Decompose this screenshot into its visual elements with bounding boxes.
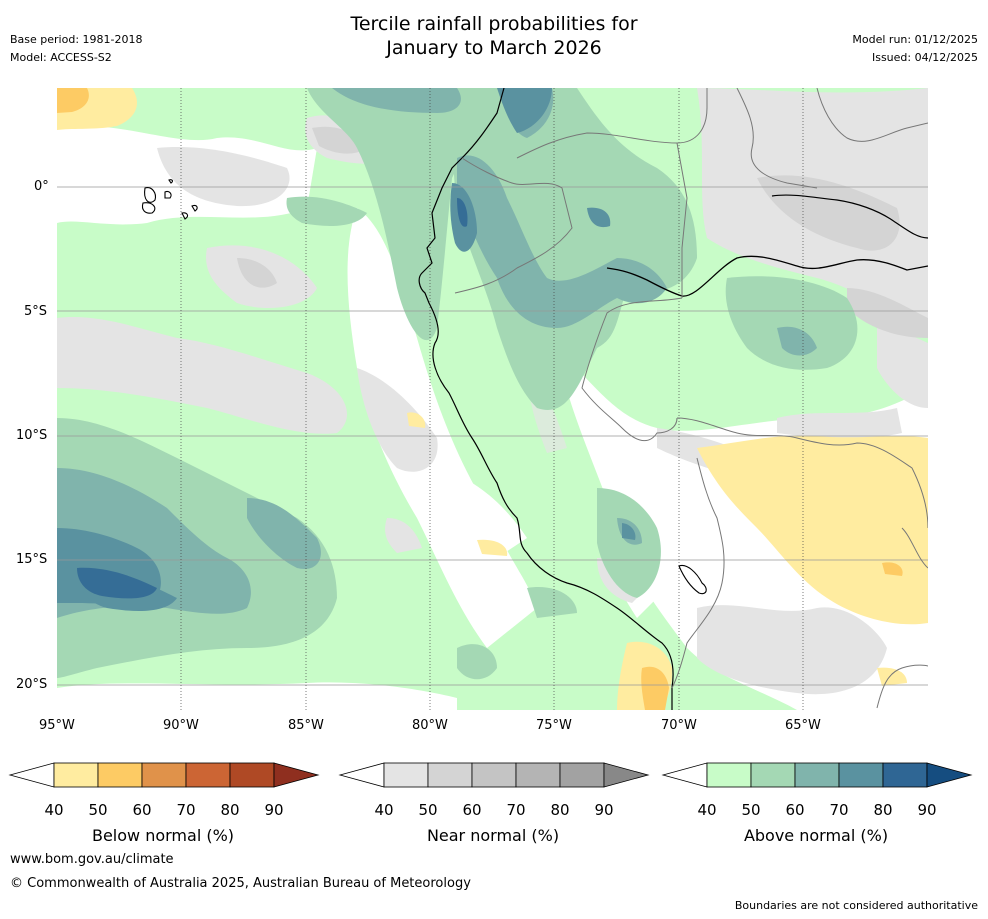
copyright-notice: © Commonwealth of Australia 2025, Austra… — [10, 876, 471, 891]
colorbar-tick-label: 70 — [176, 801, 196, 819]
colorbar-swatch — [838, 762, 884, 788]
lat-label-15s: 15°S — [16, 552, 48, 567]
lat-label-0: 0° — [34, 179, 49, 194]
colorbar-swatch — [794, 762, 840, 788]
colorbar-swatch — [229, 762, 275, 788]
colorbar-above-normal — [661, 762, 973, 788]
colorbar-min-triangle — [8, 762, 55, 788]
colorbar-below-label: Below normal (%) — [91, 826, 235, 845]
colorbar-tick-label: 40 — [697, 801, 717, 819]
colorbar-tick-label: 90 — [594, 801, 614, 819]
colorbar-min-triangle — [338, 762, 385, 788]
colorbar-tick-label: 50 — [418, 801, 438, 819]
colorbar-swatch — [882, 762, 928, 788]
model-run: Model run: 01/12/2025 — [852, 33, 978, 46]
colorbar-swatch — [750, 762, 796, 788]
colorbar-tick-label: 50 — [88, 801, 108, 819]
colorbar-swatch — [559, 762, 605, 788]
lon-label-95w: 95°W — [39, 718, 75, 733]
colorbar-above-label: Above normal (%) — [743, 826, 889, 845]
model-name: Model: ACCESS-S2 — [10, 51, 112, 64]
issued-date: Issued: 04/12/2025 — [871, 51, 978, 64]
colorbar-tick-label: 50 — [741, 801, 761, 819]
meta-right: Model run: 01/12/2025 Issued: 04/12/2025 — [852, 31, 978, 67]
lon-label-85w: 85°W — [288, 718, 324, 733]
above-normal-50 — [57, 88, 858, 680]
meta-left: Base period: 1981-2018 Model: ACCESS-S2 — [10, 31, 142, 67]
colorbar-tick-label: 80 — [873, 801, 893, 819]
colorbar-tick-label: 90 — [264, 801, 284, 819]
colorbar-swatch — [471, 762, 517, 788]
colorbar-below-normal — [8, 762, 320, 788]
colorbar-tick-label: 90 — [917, 801, 937, 819]
colorbar-near-normal — [338, 762, 650, 788]
lon-label-65w: 65°W — [785, 718, 821, 733]
title-line-1: Tercile rainfall probabilities for — [350, 13, 638, 35]
colorbar-tick-label: 60 — [785, 801, 805, 819]
colorbar-swatch — [515, 762, 561, 788]
colorbar-swatch — [185, 762, 231, 788]
colorbar-swatch — [427, 762, 473, 788]
lon-label-75w: 75°W — [536, 718, 572, 733]
colorbars-svg — [8, 762, 973, 788]
coastline — [418, 88, 674, 710]
lake-titicaca — [678, 564, 707, 595]
colorbar-swatch — [53, 762, 99, 788]
colorbar-swatch — [97, 762, 143, 788]
above-normal-80 — [77, 198, 468, 599]
near-normal-50 — [237, 126, 928, 338]
title-line-2: January to March 2026 — [386, 37, 602, 59]
rio-negro — [771, 194, 928, 239]
colorbar-tick-label: 80 — [550, 801, 570, 819]
lon-label-80w: 80°W — [412, 718, 448, 733]
colorbar-min-triangle — [661, 762, 708, 788]
disclaimer: Boundaries are not considered authoritat… — [734, 899, 978, 912]
colorbar-tick-label: 40 — [374, 801, 394, 819]
colorbar-swatch — [141, 762, 187, 788]
colorbar-tick-label: 70 — [829, 801, 849, 819]
website-link[interactable]: www.bom.gov.au/climate — [10, 852, 174, 867]
colorbar-tick-label: 70 — [506, 801, 526, 819]
colorbar-tick-label: 40 — [44, 801, 64, 819]
colorbar-max-triangle — [273, 762, 320, 788]
base-period: Base period: 1981-2018 — [10, 33, 143, 46]
colorbar-swatch — [383, 762, 429, 788]
colorbar-swatch — [706, 762, 752, 788]
colorbar-tick-label: 60 — [462, 801, 482, 819]
colorbar-near-label: Near normal (%) — [426, 826, 560, 845]
below-normal-regions — [57, 88, 928, 710]
lat-label-5s: 5°S — [24, 304, 48, 319]
lon-label-90w: 90°W — [163, 718, 199, 733]
colorbar-tick-label: 60 — [132, 801, 152, 819]
lat-label-10s: 10°S — [16, 428, 48, 443]
country-borders — [454, 88, 928, 709]
amazon-river — [606, 255, 928, 297]
below-normal-50 — [57, 88, 903, 710]
colorbar-max-triangle — [926, 762, 973, 788]
chart-title: Tercile rainfall probabilities for Janua… — [0, 12, 988, 60]
probability-map — [57, 88, 928, 710]
colorbar-tick-label: 80 — [220, 801, 240, 819]
colorbar-max-triangle — [603, 762, 650, 788]
lon-label-70w: 70°W — [661, 718, 697, 733]
galapagos-islands — [141, 179, 198, 220]
lat-label-20s: 20°S — [16, 677, 48, 692]
